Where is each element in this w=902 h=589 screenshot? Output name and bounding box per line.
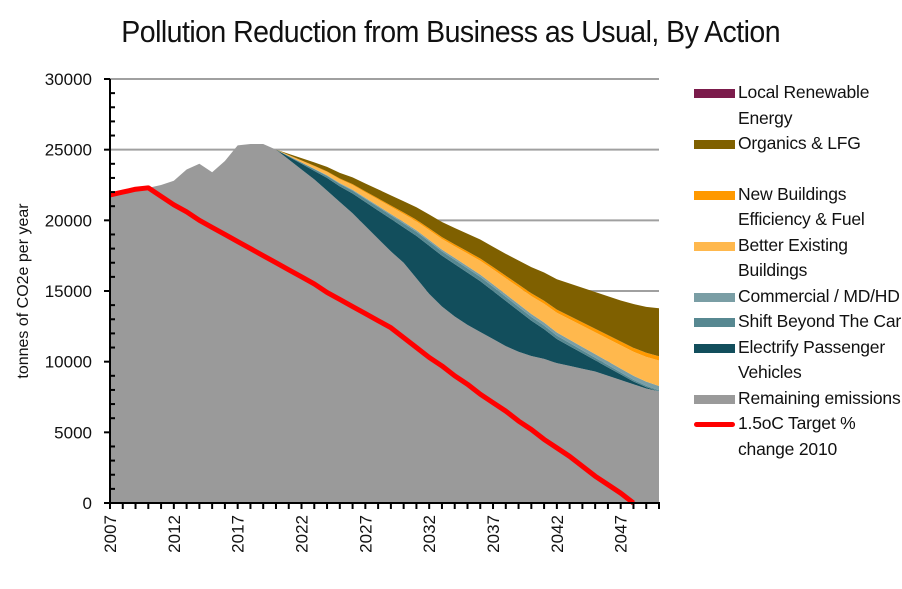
legend-label: Remaining emissions xyxy=(738,387,901,408)
legend-color-swatch xyxy=(694,343,735,353)
legend-label: Better Existing Buildings xyxy=(738,234,848,281)
legend-color-swatch xyxy=(694,190,735,200)
y-tick-label: 30000 xyxy=(45,70,92,89)
legend-color-swatch xyxy=(694,394,735,404)
legend-color-swatch xyxy=(694,89,735,98)
x-tick-label: 2032 xyxy=(420,515,439,553)
legend-label: New Buildings Efficiency & Fuel xyxy=(738,183,865,230)
x-tick-label: 2022 xyxy=(293,515,312,553)
legend-item: Local Renewable Energy xyxy=(694,80,902,131)
y-tick-label: 25000 xyxy=(45,141,92,160)
legend-label: 1.5oC Target % change 2010 xyxy=(738,413,856,459)
x-tick-label: 2042 xyxy=(548,515,567,553)
y-tick-label: 15000 xyxy=(45,282,92,301)
legend-label: Electrify Passenger Vehicles xyxy=(738,336,885,383)
legend-label: Organics & LFG xyxy=(738,133,861,153)
legend-label: Shift Beyond The Car xyxy=(738,311,901,331)
legend-label: Commercial / MD/HD xyxy=(738,285,900,306)
legend-line-swatch xyxy=(694,422,735,427)
target-line-layer xyxy=(109,185,635,505)
x-tick-label: 2047 xyxy=(612,515,631,553)
legend-item: New Buildings Efficiency & Fuel xyxy=(694,182,902,233)
area-electrify-passenger-vehicles xyxy=(110,144,659,392)
legend-color-swatch xyxy=(694,318,735,327)
y-tick-label: 20000 xyxy=(45,211,92,230)
y-axis-title: tonnes of CO2e per year xyxy=(15,203,32,379)
x-tick-label: 2007 xyxy=(101,515,120,553)
axes: 0 5000 10000 15000 20000 25000 30000 2007 2012 20… xyxy=(45,70,660,553)
target-line xyxy=(109,185,635,505)
x-tick-label: 2027 xyxy=(356,515,375,553)
legend-spacer xyxy=(694,157,902,182)
legend-color-swatch xyxy=(694,241,735,251)
y-tick-label: 0 xyxy=(83,494,92,513)
y-tick-label: 5000 xyxy=(54,423,92,442)
legend-label: Local Renewable Energy xyxy=(738,82,870,128)
x-tick-label: 2017 xyxy=(229,515,248,553)
legend-item: Shift Beyond The Car xyxy=(694,309,902,335)
x-tick-label: 2037 xyxy=(484,515,503,553)
chart-title: Pollution Reduction from Business as Usu… xyxy=(121,14,781,49)
y-tick-label: 10000 xyxy=(45,353,92,372)
legend-item: Better Existing Buildings xyxy=(694,233,902,284)
legend-color-swatch xyxy=(694,140,735,149)
legend-item: Electrify Passenger Vehicles xyxy=(694,335,902,386)
legend-item: Organics & LFG xyxy=(694,131,902,157)
legend-color-swatch xyxy=(694,292,735,302)
x-tick-label: 2012 xyxy=(165,515,184,553)
legend-item: Commercial / MD/HD xyxy=(694,284,902,310)
legend-item: 1.5oC Target % change 2010 xyxy=(694,411,902,462)
legend: Local Renewable Energy Organics & LFG New … xyxy=(694,80,902,462)
legend-item: Remaining emissions xyxy=(694,386,902,412)
